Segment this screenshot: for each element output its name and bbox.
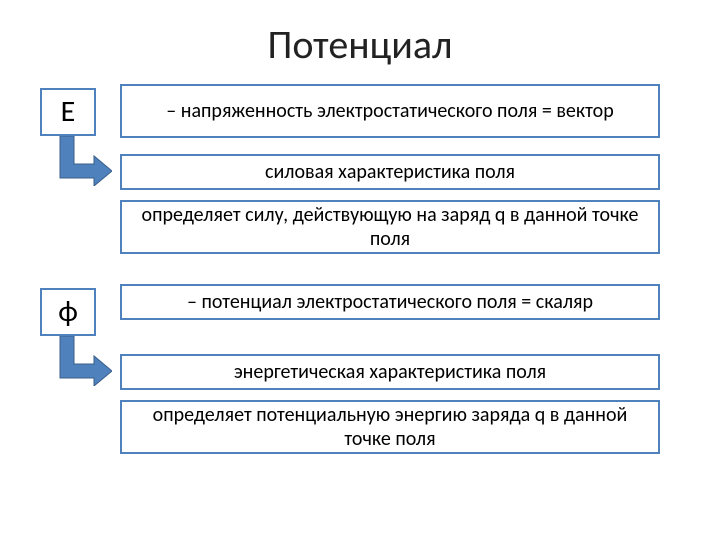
text-phi-definition: – потенциал электростатического поля = с… xyxy=(187,290,593,314)
box-e-role: определяет силу, действующую на заряд q … xyxy=(120,200,660,254)
slide: Потенциал E – напряженность электростати… xyxy=(0,0,720,540)
symbol-phi: ϕ xyxy=(58,297,78,327)
text-e-definition: – напряженность электростатического поля… xyxy=(166,99,613,123)
page-title: Потенциал xyxy=(0,20,720,69)
symbol-e-box: E xyxy=(40,88,96,136)
arrow-phi-icon xyxy=(54,336,112,386)
arrow-e-icon xyxy=(54,136,112,186)
box-e-characteristic: силовая характеристика поля xyxy=(120,154,660,190)
symbol-e: E xyxy=(61,97,76,127)
box-e-definition: – напряженность электростатического поля… xyxy=(120,84,660,138)
box-phi-characteristic: энергетическая характеристика поля xyxy=(120,354,660,390)
text-e-role: определяет силу, действующую на заряд q … xyxy=(130,203,650,251)
box-phi-definition: – потенциал электростатического поля = с… xyxy=(120,284,660,320)
text-phi-characteristic: энергетическая характеристика поля xyxy=(234,360,546,384)
text-e-characteristic: силовая характеристика поля xyxy=(265,160,515,184)
text-phi-role: определяет потенциальную энергию заряда … xyxy=(130,403,650,451)
box-phi-role: определяет потенциальную энергию заряда … xyxy=(120,400,660,454)
symbol-phi-box: ϕ xyxy=(40,288,96,336)
